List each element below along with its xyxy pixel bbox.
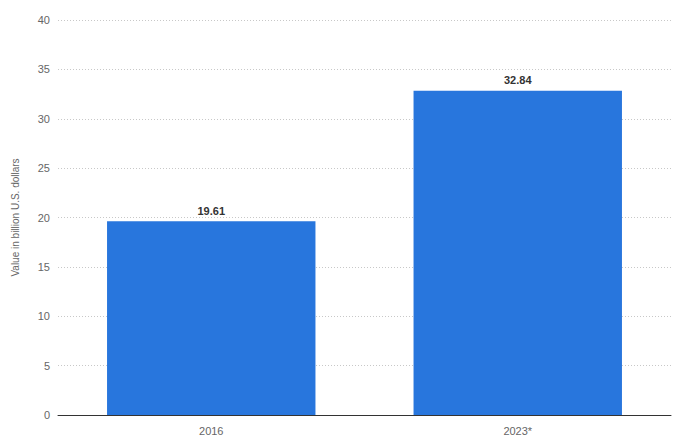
svg-text:0: 0 [44,409,50,421]
svg-text:40: 40 [38,14,50,26]
svg-text:5: 5 [44,360,50,372]
svg-text:10: 10 [38,310,50,322]
svg-text:30: 30 [38,113,50,125]
svg-text:19.61: 19.61 [197,205,225,217]
svg-text:32.84: 32.84 [504,74,532,86]
svg-text:35: 35 [38,63,50,75]
svg-text:Value in billion U.S. dollars: Value in billion U.S. dollars [10,158,21,276]
svg-text:20: 20 [38,212,50,224]
svg-text:15: 15 [38,261,50,273]
svg-text:2016: 2016 [199,425,223,437]
svg-text:25: 25 [38,162,50,174]
svg-text:2023*: 2023* [503,425,532,437]
